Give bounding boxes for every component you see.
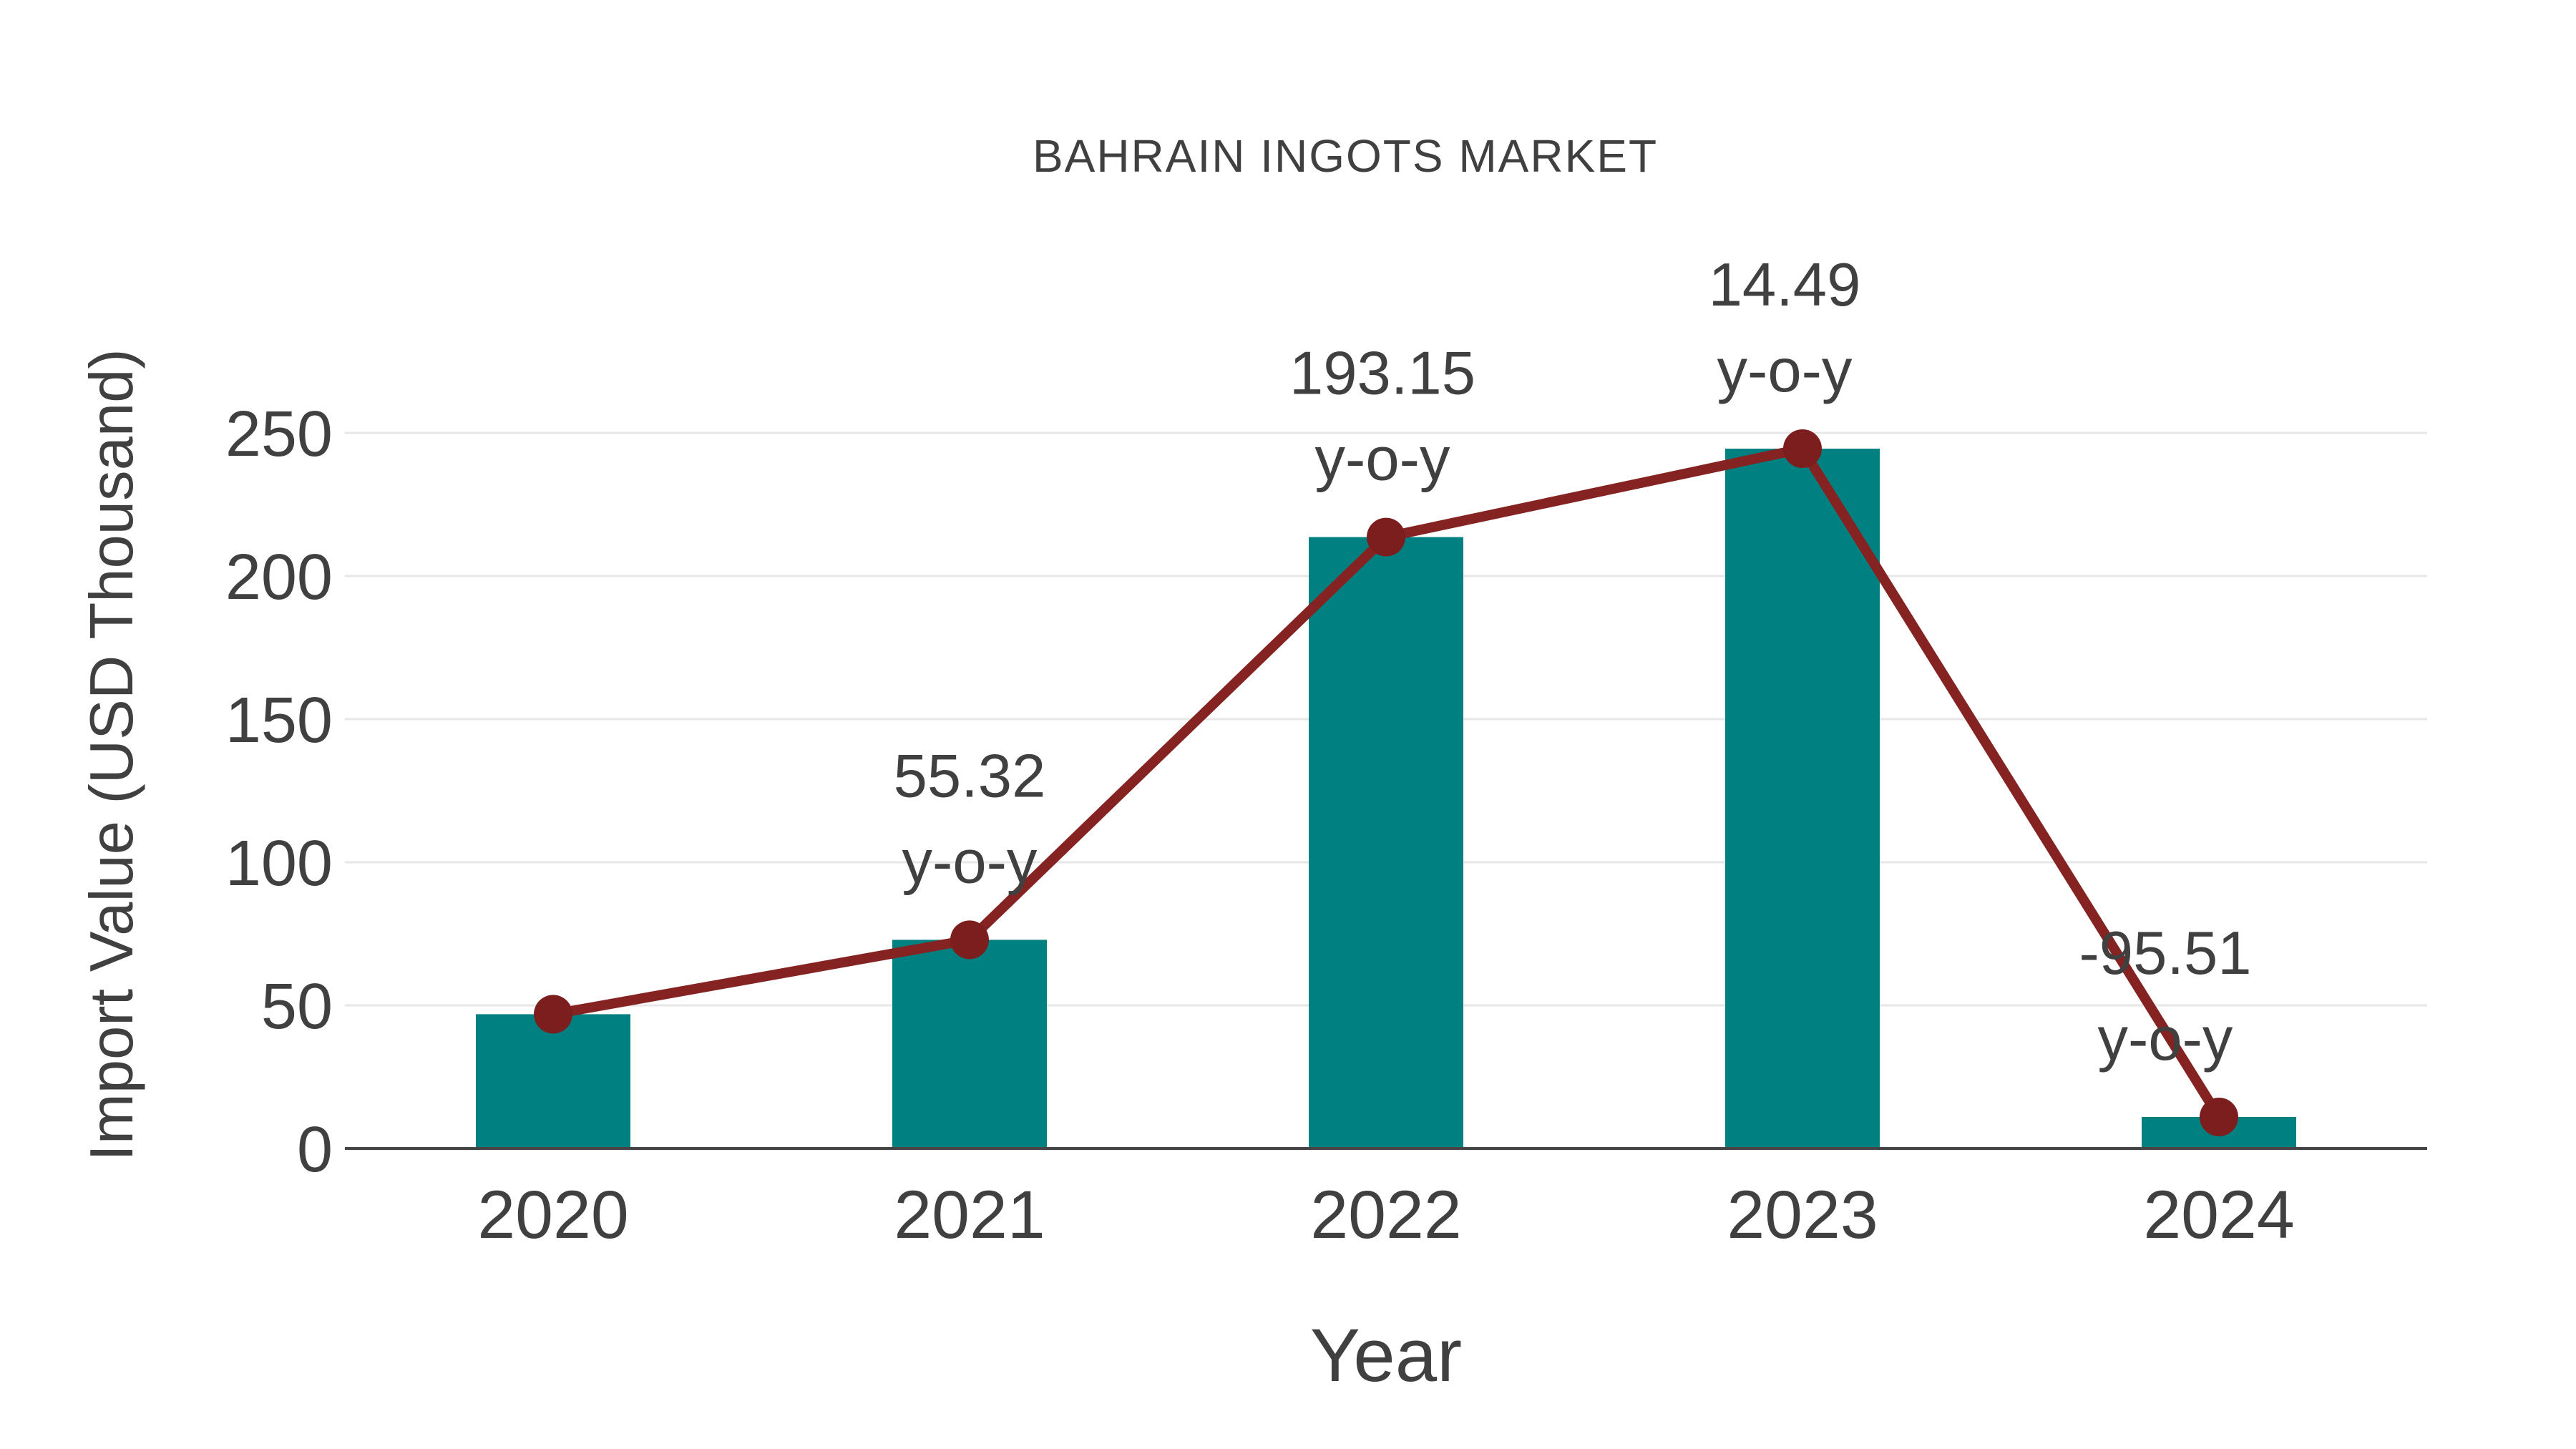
annotation-value-2022: 193.15: [1289, 340, 1475, 408]
y-tick-label: 150: [225, 685, 333, 756]
annotation-value-2024: -95.51: [2079, 919, 2251, 987]
annotation-suffix-2024: y-o-y: [2098, 1005, 2233, 1073]
bar-series: [476, 449, 2296, 1148]
line-markers: [534, 429, 2238, 1136]
marker-2021: [950, 920, 989, 960]
x-tick-labels: 2020 2021 2022 2023 2024: [477, 1177, 2294, 1253]
y-tick-label: 200: [225, 542, 333, 613]
annotation-suffix-2021: y-o-y: [902, 828, 1038, 896]
y-tick-label: 50: [261, 971, 333, 1043]
x-tick-label: 2022: [1310, 1177, 1461, 1253]
x-tick-label: 2020: [477, 1177, 628, 1253]
bar-2021: [892, 940, 1047, 1148]
annotation-suffix-2023: y-o-y: [1717, 337, 1853, 405]
y-tick-label: 250: [225, 399, 333, 470]
y-tick-label: 100: [225, 828, 333, 899]
bar-2023: [1725, 449, 1880, 1148]
annotation-value-2021: 55.32: [894, 742, 1046, 810]
y-axis-title: Import Value (USD Thousand): [78, 348, 146, 1161]
bar-2022: [1309, 537, 1463, 1148]
marker-2024: [2200, 1098, 2238, 1136]
marker-2020: [534, 995, 572, 1034]
y-tick-labels: 0 50 100 150 200 250: [225, 399, 333, 1186]
chart-title: BAHRAIN INGOTS MARKET: [1033, 130, 1658, 182]
x-tick-label: 2021: [894, 1177, 1045, 1253]
annotations: 55.32 y-o-y 193.15 y-o-y 14.49 y-o-y -95.51 y-o…: [894, 251, 2252, 1073]
x-axis-title: Year: [1310, 1314, 1462, 1397]
y-tick-label: 0: [297, 1114, 333, 1186]
x-tick-label: 2024: [2143, 1177, 2294, 1253]
bar-2020: [476, 1014, 630, 1148]
marker-2022: [1367, 517, 1405, 557]
annotation-value-2023: 14.49: [1709, 251, 1861, 319]
annotation-suffix-2022: y-o-y: [1315, 426, 1450, 494]
x-tick-label: 2023: [1727, 1177, 1878, 1253]
marker-2023: [1783, 429, 1822, 468]
